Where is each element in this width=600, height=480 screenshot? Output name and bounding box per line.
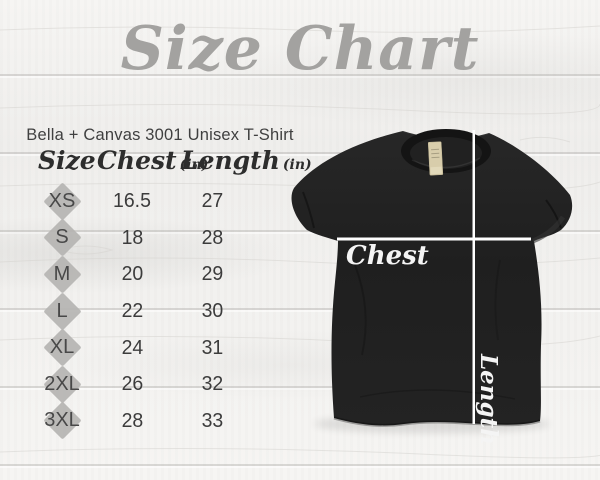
chest-cell: 16.5 (113, 189, 151, 213)
chest-cell: 20 (121, 262, 143, 286)
length-cell: 32 (201, 372, 223, 396)
product-subtitle: Bella + Canvas 3001 Unisex T-Shirt (26, 126, 294, 144)
tshirt-body (291, 131, 573, 426)
column-header-chest: Chest (in) (97, 146, 209, 175)
size-table: XS 16.5 27 S 18 28 M 20 29 L (20, 182, 264, 440)
chest-cell: 26 (121, 372, 143, 396)
length-cell: 29 (201, 262, 223, 286)
length-measure-line (472, 130, 475, 424)
length-cell: 30 (201, 299, 223, 323)
neck-tag (427, 141, 444, 176)
chest-cell: 24 (121, 335, 143, 359)
chest-cell: 22 (121, 299, 143, 323)
chest-cell: 18 (121, 225, 143, 249)
length-cell: 31 (201, 335, 223, 359)
shirt-collar (401, 129, 491, 173)
size-cell: XS (20, 182, 104, 221)
shirt-wrinkles (302, 130, 566, 427)
size-cell: M (20, 255, 104, 294)
size-cell: S (20, 218, 104, 257)
column-header-length: Length (in) (181, 146, 312, 175)
chest-label: Chest (346, 241, 429, 271)
length-cell: 28 (201, 225, 223, 249)
length-cell: 27 (201, 189, 223, 213)
page-title: Size Chart (120, 14, 480, 84)
shirt-shadow (314, 415, 550, 433)
size-cell: XL (20, 328, 104, 367)
size-cell: 2XL (20, 365, 104, 404)
chest-measure-line (337, 237, 531, 241)
length-label: Length (475, 353, 502, 445)
size-cell: L (20, 291, 104, 331)
size-cell: 3XL (20, 401, 104, 440)
column-header-size: Size (38, 146, 96, 175)
chest-cell: 28 (121, 408, 143, 432)
length-cell: 33 (201, 408, 223, 432)
